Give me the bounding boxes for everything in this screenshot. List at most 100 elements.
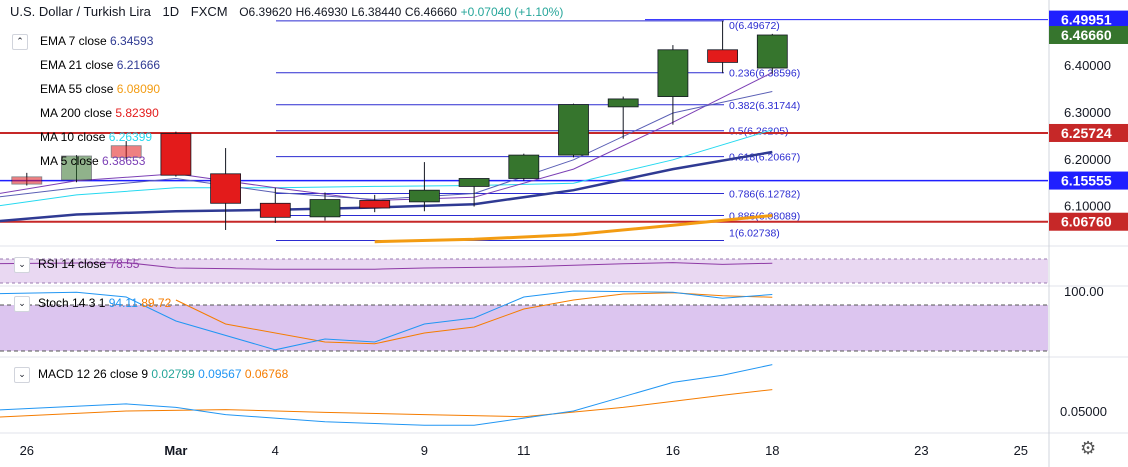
macd-signal-value: 0.09567 (198, 367, 242, 382)
indicator-value: 6.08090 (116, 82, 161, 96)
chart-header: U.S. Dollar / Turkish Lira 1D FXCM O6.39… (10, 4, 563, 19)
macd-label: MACD 12 26 close 9 (38, 367, 149, 382)
fib-level-label: 1(6.02738) (729, 228, 780, 240)
candle-body (210, 173, 242, 204)
exchange-label: FXCM (190, 4, 228, 19)
chevron-down-icon[interactable]: ⌄ (14, 257, 30, 273)
fib-level-label: 0.236(6.38596) (729, 68, 800, 80)
macd-value: 0.02799 (151, 367, 195, 382)
macd-signal-line (0, 389, 773, 418)
price-tag (1049, 212, 1128, 231)
price-tag-label: 6.06760 (1061, 214, 1112, 230)
price-tag-label: 6.46660 (1061, 27, 1112, 43)
candle-body (160, 133, 192, 176)
candle-body (657, 49, 689, 97)
rsi-label: RSI 14 close (38, 257, 107, 272)
close-value: C6.46660 (404, 5, 457, 19)
chevron-down-icon[interactable]: ⌄ (14, 367, 30, 383)
change-value: +0.07040 (+1.10%) (460, 5, 564, 19)
stoch-d-value: 89.72 (141, 296, 172, 311)
x-tick-label: 16 (666, 443, 680, 458)
indicator-legend-item[interactable]: EMA 21 close 6.21666 (36, 58, 160, 72)
price-tag (1049, 25, 1128, 44)
symbol-title: U.S. Dollar / Turkish Lira (10, 4, 151, 19)
candle-body (259, 202, 291, 218)
low-value: L6.38440 (351, 5, 402, 19)
price-tick-label: 6.20000 (1064, 152, 1111, 167)
open-value: O6.39620 (239, 5, 292, 19)
candle-body (359, 200, 391, 209)
stoch-band (0, 305, 1048, 351)
stoch-axis-label: 100.00 (1064, 284, 1104, 299)
stoch-label: Stoch 14 3 1 (38, 296, 106, 311)
indicator-legend-item[interactable]: ⌃ EMA 7 close 6.34593 (12, 34, 154, 50)
price-tag-label: 6.25724 (1061, 125, 1112, 141)
fib-level-label: 0.618(6.20667) (729, 152, 800, 164)
candle-body (458, 178, 490, 187)
rsi-value: 78.55 (109, 257, 140, 272)
indicator-value: 6.21666 (116, 58, 161, 72)
indicator-name: EMA 55 close (40, 82, 117, 96)
candle-body (110, 145, 142, 158)
price-tag-label: 6.15555 (1061, 173, 1112, 189)
macd-axis-label: 0.05000 (1060, 404, 1107, 419)
x-tick-label: 18 (765, 443, 779, 458)
gear-icon[interactable]: ⚙ (1080, 438, 1097, 458)
price-tag-label: 6.49951 (1061, 12, 1112, 28)
x-tick-label: 11 (517, 443, 531, 458)
indicator-name: MA 10 close (40, 130, 109, 144)
fib-level-label: 0(6.49672) (729, 20, 780, 32)
macd-line (0, 364, 773, 426)
candle-body (558, 104, 589, 156)
price-tag (1049, 171, 1128, 190)
high-value: H6.46930 (295, 5, 348, 19)
x-tick-label: 4 (272, 443, 279, 458)
price-tag (1049, 10, 1128, 29)
fib-level-label: 0.382(6.31744) (729, 100, 800, 112)
x-tick-label: 26 (20, 443, 34, 458)
x-tick-label: Mar (164, 443, 187, 458)
fib-level-label: 0.5(6.26205) (729, 126, 789, 138)
candle-body (61, 155, 92, 181)
rsi-line (0, 262, 773, 270)
candle-body (11, 176, 43, 185)
stoch-legend: ⌄ Stoch 14 3 1 94.11 89.72 (14, 296, 171, 312)
rsi-band (0, 259, 1048, 283)
stoch-k-line (0, 290, 773, 351)
candle-body (707, 49, 738, 63)
ma10-line (0, 129, 773, 207)
macd-hist-value: 0.06768 (244, 367, 289, 382)
macd-legend: ⌄ MACD 12 26 close 9 0.02799 0.09567 0.06… (14, 367, 288, 383)
ema55-line (374, 214, 773, 244)
x-tick-label: 9 (421, 443, 428, 458)
candle-body (508, 154, 540, 179)
candle-body (408, 189, 440, 203)
indicator-value: 6.34593 (110, 34, 154, 49)
indicator-value: 6.26399 (108, 130, 153, 144)
indicator-name: EMA 7 close (40, 34, 111, 49)
chevron-up-icon[interactable]: ⌃ (12, 34, 28, 50)
indicator-name: MA 200 close (40, 106, 116, 120)
stoch-k-value: 94.11 (108, 296, 138, 311)
indicator-name: MA 5 close (40, 154, 103, 168)
price-tick-label: 6.10000 (1064, 199, 1111, 214)
rsi-legend: ⌄ RSI 14 close 78.55 (14, 257, 139, 273)
indicator-legend-item[interactable]: MA 200 close 5.82390 (36, 106, 159, 120)
fib-level-label: 0.786(6.12782) (729, 189, 800, 201)
indicator-legend-item[interactable]: EMA 55 close 6.08090 (36, 82, 160, 96)
candle-body (309, 199, 341, 218)
candle-body (756, 34, 788, 69)
interval-label[interactable]: 1D (162, 4, 180, 19)
price-tag (1049, 123, 1128, 142)
candle-body (607, 98, 639, 108)
indicator-value: 6.38653 (102, 154, 146, 168)
indicator-name: EMA 21 close (40, 58, 117, 72)
indicator-legend-item[interactable]: MA 10 close 6.26399 (36, 130, 152, 144)
price-tick-label: 6.40000 (1064, 58, 1111, 73)
x-tick-label: 23 (914, 443, 928, 458)
indicator-legend-item[interactable]: MA 5 close 6.38653 (36, 154, 145, 168)
price-tick-label: 6.30000 (1064, 105, 1111, 120)
chevron-down-icon[interactable]: ⌄ (14, 296, 30, 312)
indicator-value: 5.82390 (115, 106, 159, 120)
